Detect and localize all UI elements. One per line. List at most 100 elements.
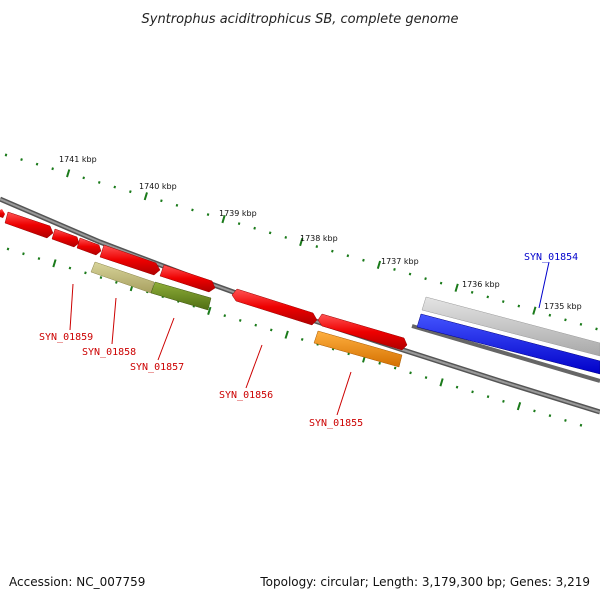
gene-arrow-red[interactable]	[317, 313, 408, 351]
genome-summary-text: Topology: circular; Length: 3,179,300 bp…	[259, 575, 590, 589]
minor-tick	[300, 337, 304, 341]
major-tick	[52, 259, 57, 268]
minor-tick	[206, 213, 210, 216]
leader-line	[157, 317, 175, 361]
feature-bar-orange[interactable]	[313, 330, 403, 368]
gene-labels: SYN_01859 SYN_01858 SYN_01857 SYN_01856 …	[39, 252, 578, 429]
gene-label-syn-01858[interactable]: SYN_01858	[82, 347, 136, 358]
backbone-outer-highlight	[0, 198, 600, 413]
minor-tick	[486, 395, 490, 399]
minor-tick	[502, 399, 505, 403]
minor-tick	[97, 181, 101, 184]
gene-arrow-red[interactable]	[99, 244, 161, 276]
major-tick	[66, 169, 71, 178]
gene-arrow-red[interactable]	[76, 237, 102, 256]
kbp-label: 1738 kbp	[300, 234, 338, 243]
minor-tick	[268, 231, 272, 235]
minor-tick	[579, 423, 583, 427]
minor-tick	[68, 266, 72, 270]
minor-tick	[82, 176, 85, 180]
gene-label-syn-01855[interactable]: SYN_01855	[309, 418, 363, 429]
gene-arrow-red[interactable]	[159, 264, 216, 293]
major-tick	[221, 215, 226, 224]
kbp-label: 1736 kbp	[462, 280, 500, 289]
leader-line	[69, 283, 74, 331]
minor-tick	[35, 162, 39, 166]
major-tick	[143, 192, 148, 201]
gene-label-syn-01857[interactable]: SYN_01857	[130, 362, 184, 373]
feature-bar-green[interactable]	[150, 281, 212, 311]
minor-tick	[37, 257, 41, 260]
minor-tick	[455, 385, 459, 389]
leader-line	[111, 297, 117, 345]
gene-label-syn-01854[interactable]: SYN_01854	[524, 252, 578, 263]
minor-tick	[393, 366, 397, 370]
minor-tick	[346, 254, 350, 258]
minor-tick	[548, 313, 552, 317]
map-title: Syntrophus aciditrophicus SB, complete g…	[142, 12, 459, 27]
backbone-outer	[0, 196, 600, 415]
kbp-label: 1739 kbp	[219, 209, 257, 218]
minor-tick	[237, 222, 241, 226]
gene-arrow-blue[interactable]	[416, 313, 600, 375]
minor-tick	[533, 409, 536, 413]
major-tick	[454, 283, 459, 292]
minor-tick	[113, 185, 117, 189]
minor-tick	[129, 190, 132, 194]
major-tick	[516, 402, 522, 411]
upper-tick-row	[4, 153, 598, 331]
gene-arrow-red[interactable]	[0, 209, 5, 218]
minor-tick	[20, 158, 23, 161]
minor-tick	[424, 376, 428, 379]
minor-tick	[269, 328, 273, 332]
minor-tick	[253, 226, 256, 230]
minor-tick	[84, 271, 87, 275]
minor-tick	[408, 272, 412, 276]
kbp-label: 1737 kbp	[381, 257, 419, 266]
major-tick	[532, 306, 537, 315]
gene-label-syn-01859[interactable]: SYN_01859	[39, 332, 93, 343]
kbp-label: 1735 kbp	[544, 302, 582, 311]
gene-arrow-red[interactable]	[51, 228, 80, 248]
kbp-label: 1740 kbp	[139, 182, 177, 191]
minor-tick	[223, 314, 227, 318]
minor-tick	[284, 236, 288, 239]
major-tick	[207, 306, 212, 316]
minor-tick	[595, 327, 598, 331]
minor-tick	[470, 290, 474, 294]
leader-line	[245, 344, 263, 389]
kbp-scale-labels: 1741 kbp 1740 kbp 1739 kbp 1738 kbp 1737…	[59, 155, 582, 311]
minor-tick	[517, 304, 521, 308]
minor-tick	[393, 268, 396, 271]
feature-bars	[90, 261, 600, 375]
gene-arrow-red[interactable]	[4, 211, 54, 239]
minor-tick	[99, 276, 103, 279]
accession-text: Accession: NC_007759	[9, 575, 145, 589]
minor-tick	[378, 361, 381, 365]
minor-tick	[471, 390, 474, 394]
gene-arrow-red[interactable]	[231, 288, 318, 326]
leader-line	[538, 261, 550, 309]
minor-tick	[315, 245, 319, 248]
major-tick	[299, 237, 304, 247]
leader-line	[336, 371, 352, 416]
minor-tick	[409, 371, 412, 375]
backbone-inner	[411, 324, 600, 383]
gene-leader-lines	[69, 261, 550, 416]
major-tick	[439, 378, 444, 387]
minor-tick	[501, 300, 505, 303]
minor-tick	[439, 281, 443, 285]
minor-tick	[362, 258, 365, 262]
minor-tick	[548, 414, 552, 418]
minor-tick	[238, 319, 242, 322]
feature-bar-gray[interactable]	[421, 296, 600, 357]
minor-tick	[424, 277, 427, 281]
minor-tick	[175, 203, 179, 207]
minor-tick	[579, 322, 583, 326]
minor-tick	[4, 153, 8, 157]
gene-label-syn-01856[interactable]: SYN_01856	[219, 390, 273, 401]
minor-tick	[191, 208, 194, 212]
minor-tick	[254, 323, 258, 327]
minor-tick	[6, 247, 10, 251]
